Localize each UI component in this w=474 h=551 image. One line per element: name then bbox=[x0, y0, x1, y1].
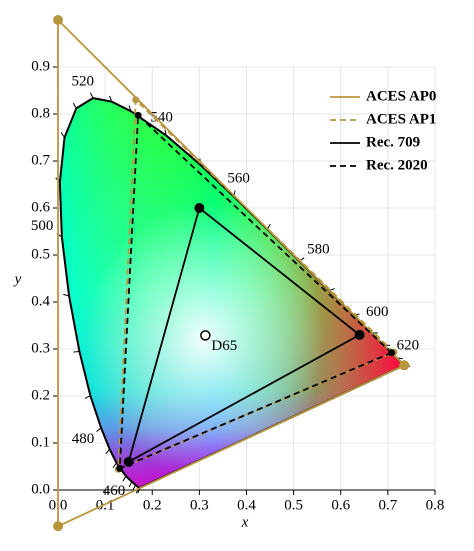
wavelength-label: 600 bbox=[366, 304, 389, 320]
y-tick-label: 0.6 bbox=[31, 199, 50, 215]
wavelength-label: 580 bbox=[307, 242, 330, 258]
locus-fill bbox=[59, 98, 405, 488]
wavelength-label: 460 bbox=[103, 483, 126, 499]
gamut-vertex bbox=[116, 464, 124, 472]
locus-tick bbox=[96, 427, 102, 432]
gamut-line bbox=[117, 97, 396, 471]
locus-tick bbox=[73, 350, 80, 353]
gamut-vertex bbox=[53, 521, 64, 532]
y-tick-label: 0.8 bbox=[31, 105, 50, 121]
locus-tick bbox=[128, 481, 133, 488]
legend-label: Rec. 2020 bbox=[366, 157, 428, 173]
y-tick-label: 0.4 bbox=[31, 293, 50, 309]
x-tick-label: 0.2 bbox=[143, 497, 162, 513]
gamut-line bbox=[118, 113, 394, 470]
locus-tick bbox=[122, 475, 127, 482]
gamut-line bbox=[57, 17, 406, 528]
gamut-vertex bbox=[134, 111, 142, 119]
y-tick-label: 0.3 bbox=[31, 340, 50, 356]
locus-tick bbox=[72, 102, 77, 109]
wavelength-label: 620 bbox=[397, 338, 420, 354]
locus-tick bbox=[112, 462, 117, 469]
wavelength-label: 520 bbox=[71, 73, 94, 89]
x-tick-label: 0.6 bbox=[331, 497, 350, 513]
locus-tick bbox=[84, 395, 91, 399]
gamut-vertex bbox=[194, 203, 205, 213]
x-tick-label: 0.5 bbox=[284, 497, 303, 513]
gamut-vertex bbox=[132, 96, 140, 104]
legend-label: ACES AP1 bbox=[366, 111, 436, 127]
x-axis-label: x bbox=[241, 514, 249, 530]
locus-tick bbox=[105, 448, 111, 455]
locus-tick bbox=[63, 293, 70, 297]
y-tick-label: 0.2 bbox=[31, 387, 50, 403]
wavelength-label: 540 bbox=[150, 109, 173, 125]
gamut-vertex bbox=[399, 360, 410, 371]
locus-tick bbox=[60, 132, 65, 138]
wavelength-label: 560 bbox=[227, 170, 250, 186]
x-tick-label: 0.1 bbox=[96, 497, 115, 513]
wavelength-label: 500 bbox=[31, 218, 54, 234]
locus-tick bbox=[109, 95, 113, 102]
y-tick-label: 0.9 bbox=[31, 58, 50, 74]
locus-tick bbox=[164, 129, 167, 136]
gamut-line bbox=[127, 206, 362, 464]
x-tick-label: 0.7 bbox=[379, 497, 398, 513]
gamut-vertex bbox=[388, 349, 396, 357]
gamut-vertex bbox=[53, 15, 63, 25]
x-tick-label: 0.8 bbox=[426, 497, 445, 513]
wavelength-label: 480 bbox=[72, 431, 95, 447]
y-tick-label: 0.5 bbox=[31, 246, 50, 262]
locus-tick bbox=[132, 484, 136, 491]
x-tick-label: 0.4 bbox=[237, 497, 256, 513]
y-tick-label: 0.1 bbox=[31, 434, 50, 450]
legend-label: Rec. 709 bbox=[366, 134, 420, 150]
locus-tick bbox=[128, 105, 132, 112]
y-tick-label: 0.7 bbox=[31, 152, 50, 168]
y-axis-label: y bbox=[13, 271, 22, 287]
white-point bbox=[200, 330, 211, 341]
gamut-vertex bbox=[354, 329, 365, 340]
locus-tick bbox=[89, 92, 94, 99]
y-tick-label: 0.0 bbox=[31, 481, 50, 497]
legend-label: ACES AP0 bbox=[366, 88, 436, 104]
x-tick-label: 0.3 bbox=[190, 497, 209, 513]
white-point-label: D65 bbox=[211, 338, 237, 354]
